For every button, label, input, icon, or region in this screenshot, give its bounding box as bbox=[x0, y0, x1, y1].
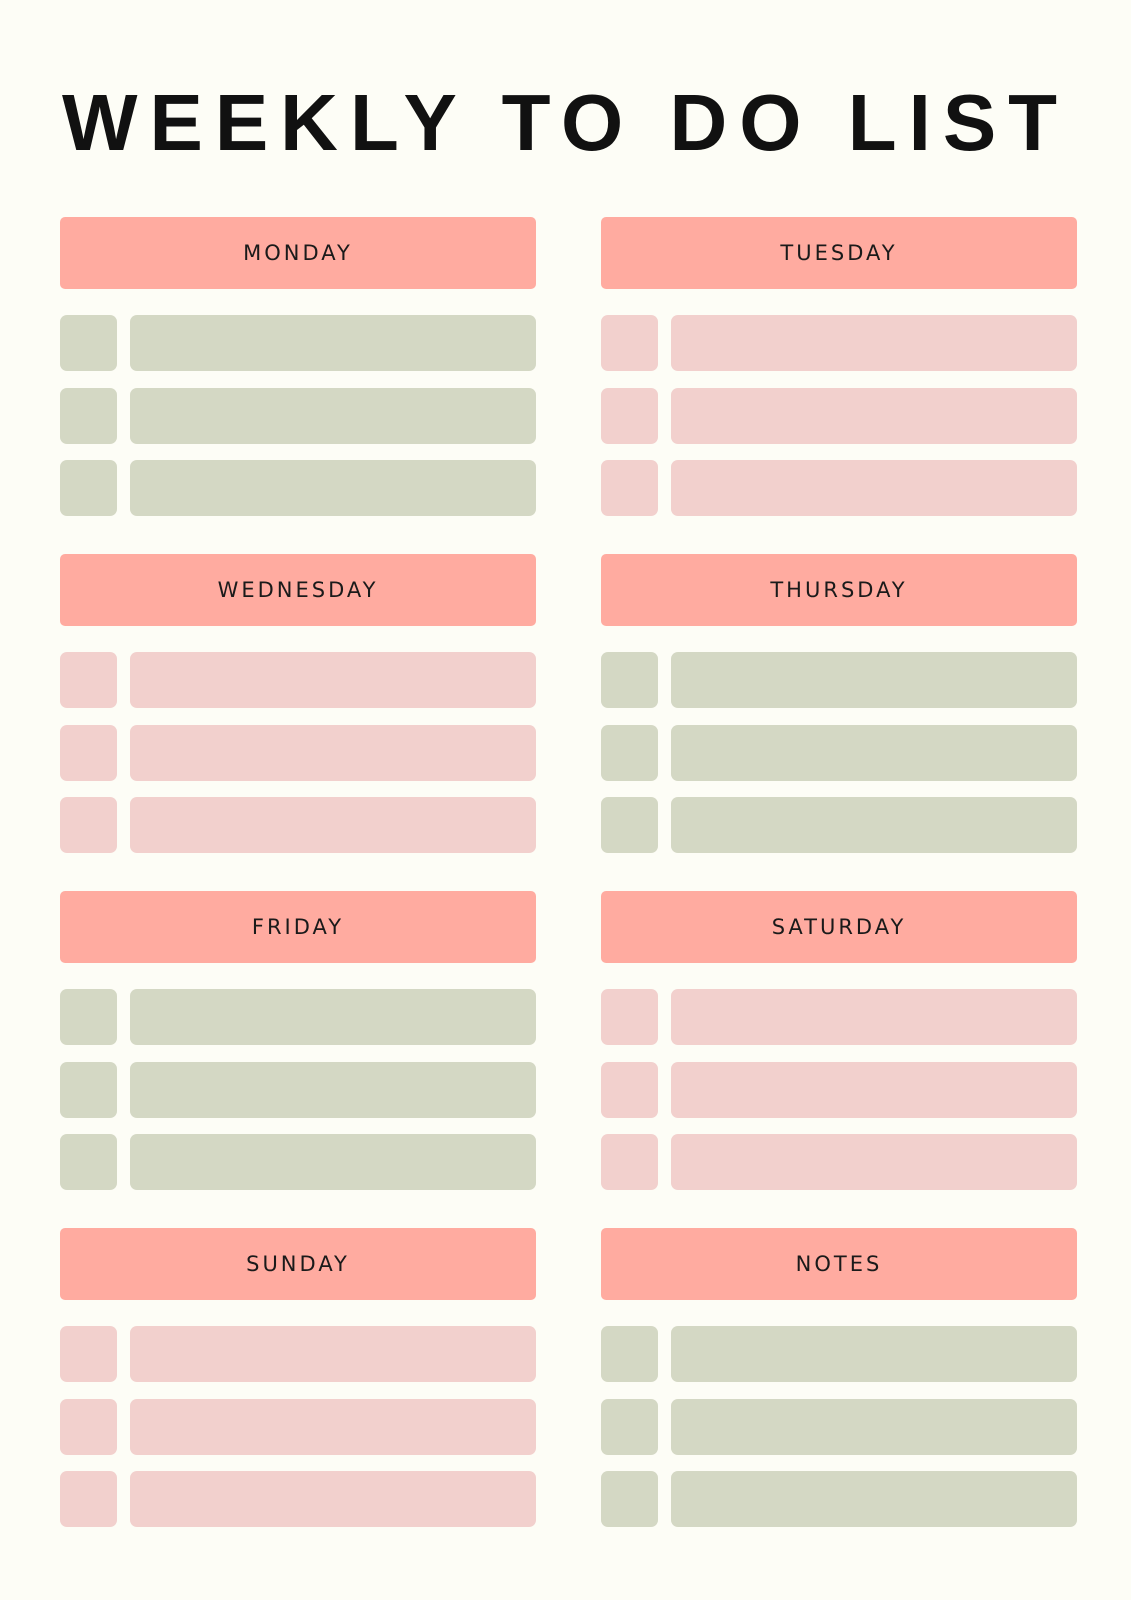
task-line bbox=[671, 797, 1077, 853]
checkbox bbox=[601, 460, 658, 516]
task-line bbox=[130, 1134, 536, 1190]
task-line bbox=[130, 797, 536, 853]
checkbox bbox=[601, 387, 658, 444]
section-header: MONDAY bbox=[60, 217, 536, 289]
checkbox bbox=[601, 1471, 658, 1527]
checkbox bbox=[601, 724, 658, 781]
task-line bbox=[130, 1061, 536, 1118]
task-line bbox=[130, 1326, 536, 1382]
checkbox bbox=[60, 387, 117, 444]
task-line bbox=[130, 652, 536, 708]
task-line bbox=[671, 1398, 1077, 1455]
section-header: SUNDAY bbox=[60, 1228, 536, 1300]
checkbox bbox=[60, 797, 117, 853]
checkbox bbox=[60, 989, 117, 1045]
task-line bbox=[130, 460, 536, 516]
checkbox bbox=[601, 989, 658, 1045]
checkbox bbox=[60, 1061, 117, 1118]
checkbox bbox=[601, 1061, 658, 1118]
checkbox bbox=[60, 724, 117, 781]
task-line bbox=[130, 1471, 536, 1527]
task-line bbox=[130, 989, 536, 1045]
task-line bbox=[671, 460, 1077, 516]
checkbox bbox=[601, 315, 658, 371]
checkbox bbox=[60, 1134, 117, 1190]
task-line bbox=[671, 989, 1077, 1045]
task-line bbox=[671, 1326, 1077, 1382]
checkbox bbox=[601, 797, 658, 853]
task-line bbox=[671, 387, 1077, 444]
section-header: SATURDAY bbox=[601, 891, 1077, 963]
checkbox bbox=[60, 1398, 117, 1455]
checkbox bbox=[60, 460, 117, 516]
task-line bbox=[130, 724, 536, 781]
checkbox bbox=[60, 1471, 117, 1527]
checkbox bbox=[60, 652, 117, 708]
task-line bbox=[671, 724, 1077, 781]
checkbox bbox=[60, 1326, 117, 1382]
checkbox bbox=[601, 1134, 658, 1190]
page-title: WEEKLY TO DO LIST bbox=[61, 78, 1070, 167]
checkbox bbox=[60, 315, 117, 371]
checkbox bbox=[601, 1398, 658, 1455]
task-line bbox=[671, 1471, 1077, 1527]
checkbox bbox=[601, 652, 658, 708]
task-line bbox=[671, 652, 1077, 708]
section-header: WEDNESDAY bbox=[60, 554, 536, 626]
task-line bbox=[671, 315, 1077, 371]
section-header: FRIDAY bbox=[60, 891, 536, 963]
task-line bbox=[671, 1061, 1077, 1118]
task-line bbox=[130, 1398, 536, 1455]
section-header: THURSDAY bbox=[601, 554, 1077, 626]
section-header: NOTES bbox=[601, 1228, 1077, 1300]
task-line bbox=[130, 387, 536, 444]
task-line bbox=[671, 1134, 1077, 1190]
checkbox bbox=[601, 1326, 658, 1382]
task-line bbox=[130, 315, 536, 371]
section-header: TUESDAY bbox=[601, 217, 1077, 289]
